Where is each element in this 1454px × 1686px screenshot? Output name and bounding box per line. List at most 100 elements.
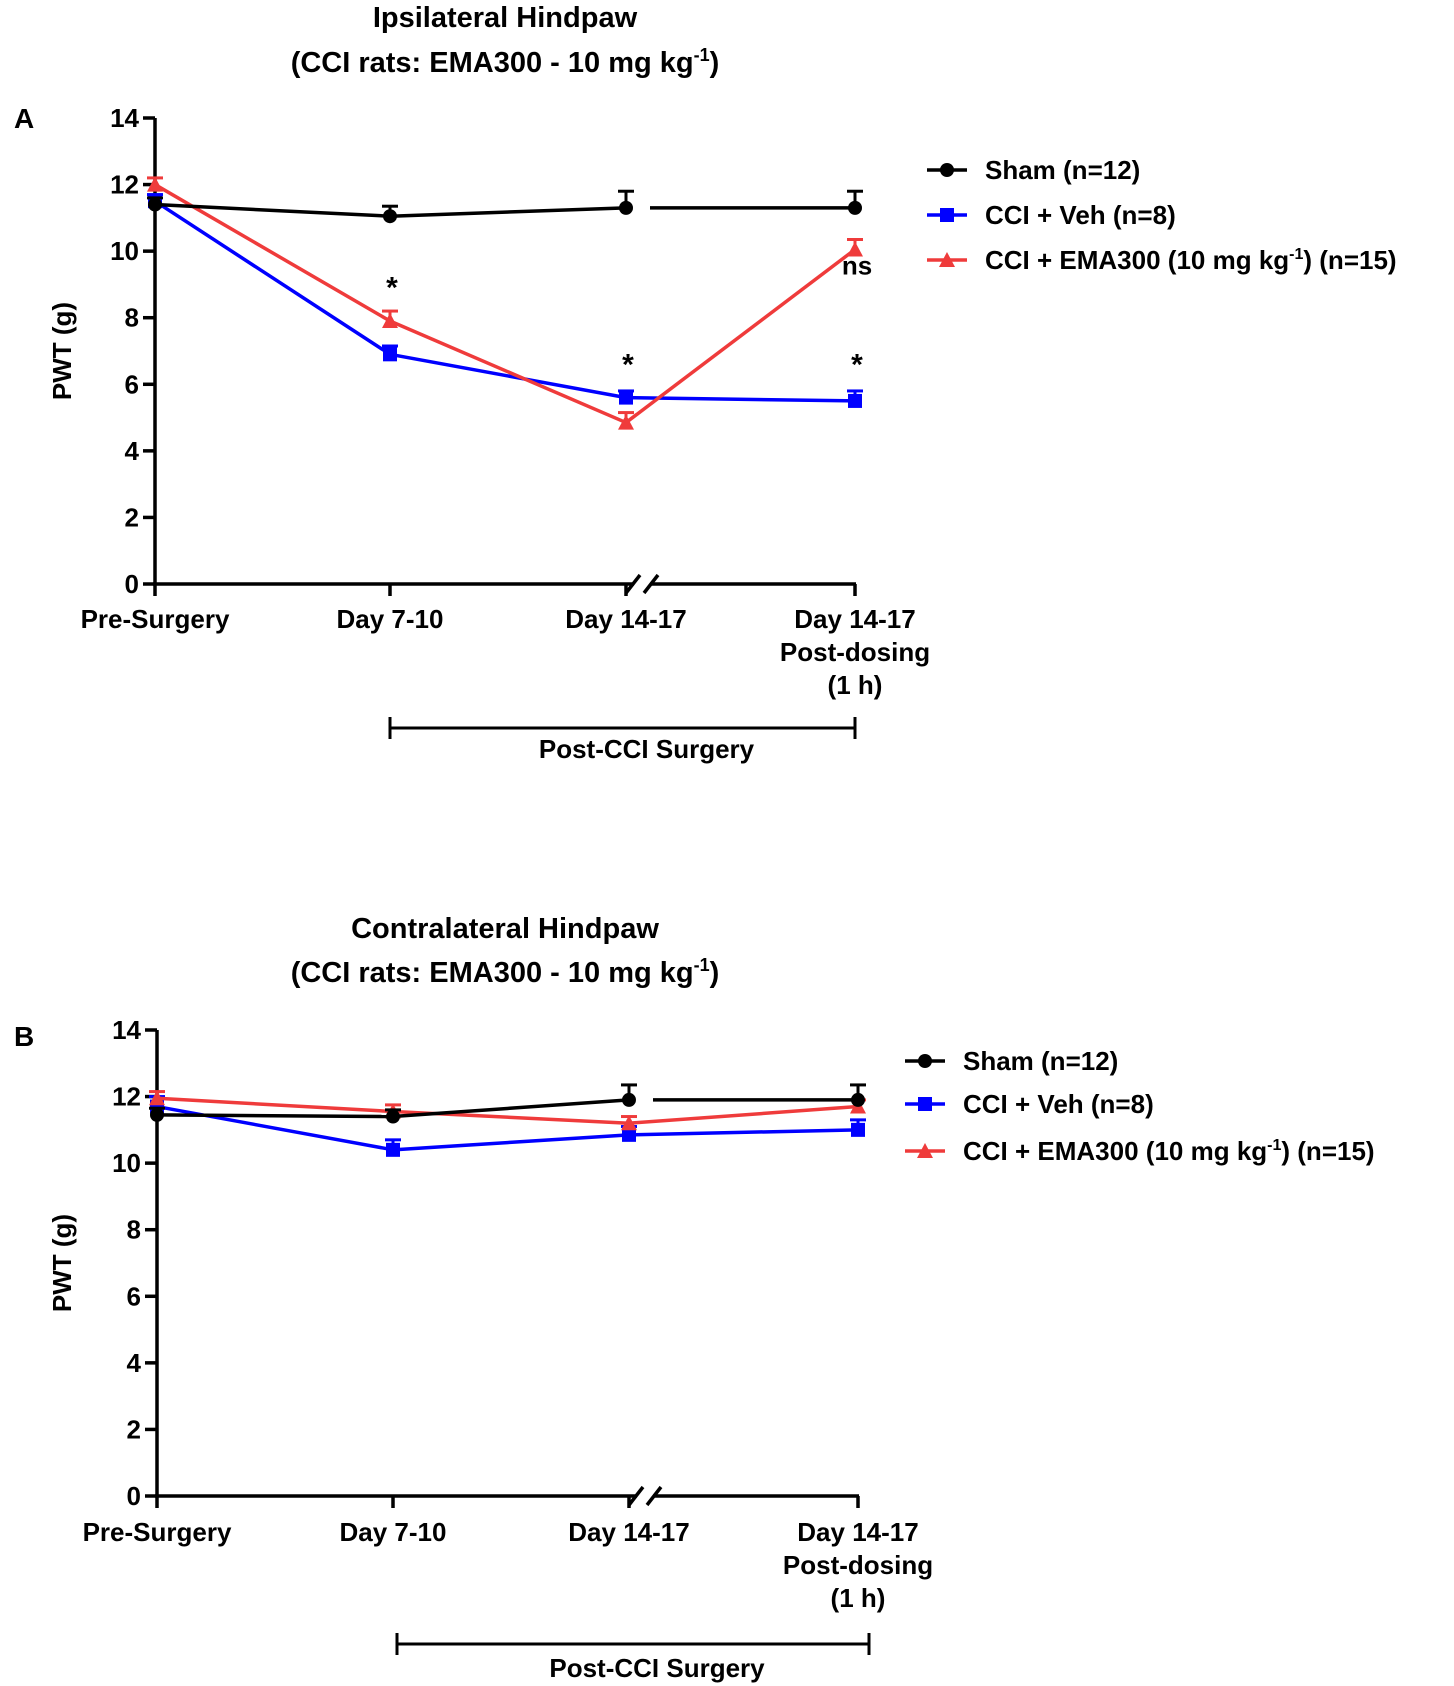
significance-annotation: *: [386, 272, 398, 305]
legend-entry-2: CCI + EMA300 (10 mg kg-1) (n=15): [927, 245, 1397, 275]
series-1: [149, 1095, 866, 1157]
data-point: [382, 313, 398, 329]
data-point: [622, 1127, 636, 1142]
chart-panel-b: B Contralateral Hindpaw (CCI rats: EMA300 …: [14, 913, 1375, 1683]
chart-title: Contralateral Hindpaw: [351, 913, 659, 945]
series-line-segment: [392, 1098, 630, 1119]
legend-entry-0: Sham (n=12): [927, 155, 1140, 185]
x-tick-label-line: Day 14-17: [568, 1517, 689, 1547]
series-line-segment: [156, 1104, 394, 1152]
legend-label: CCI + EMA300 (10 mg kg-1) (n=15): [985, 245, 1397, 275]
series-line-segment: [389, 206, 627, 218]
chart-title: Ipsilateral Hindpaw: [373, 2, 638, 34]
legend-entry-1: CCI + Veh (n=8): [927, 200, 1176, 230]
series-line-segment: [156, 1096, 394, 1114]
x-tick-label-line: Day 14-17: [797, 1517, 918, 1547]
y-tick-label: 14: [110, 103, 139, 133]
series-line-segment: [154, 199, 391, 356]
legend-label-tail: ) (n=15): [1281, 1136, 1374, 1166]
series-line-segment: [154, 202, 391, 218]
data-point: [383, 347, 397, 362]
data-point: [848, 200, 862, 215]
legend-label: Sham (n=12): [963, 1046, 1118, 1076]
x-tick-label-line: Post-dosing: [783, 1550, 933, 1580]
significance-annotation: *: [851, 348, 863, 381]
chart-subtitle-tail: ): [710, 957, 720, 989]
series-0: [149, 1083, 866, 1124]
legend-label-main: CCI + EMA300 (10 mg kg: [963, 1136, 1267, 1166]
axis-break-mark: [642, 573, 660, 595]
y-axis-label: PWT (g): [47, 1214, 77, 1312]
y-tick-label: 4: [127, 1348, 142, 1378]
chart-subtitle: (CCI rats: EMA300 - 10 mg kg-1): [291, 955, 720, 989]
data-point: [848, 393, 862, 408]
legend-marker: [939, 252, 955, 267]
legend-marker: [918, 1097, 932, 1111]
chart-subtitle-main: (CCI rats: EMA300 - 10 mg kg: [291, 957, 694, 989]
y-tick-label: 4: [125, 436, 140, 466]
chart-panel-a: A Ipsilateral Hindpaw (CCI rats: EMA300 - …: [14, 2, 1397, 764]
legend-label-tail: ) (n=15): [1303, 245, 1396, 275]
legend-marker: [918, 1054, 932, 1068]
y-tick-label: 14: [112, 1015, 141, 1045]
x-tick-label: Day 7-10: [337, 604, 444, 634]
data-point: [847, 241, 863, 257]
data-point: [619, 390, 633, 405]
legend-label: Sham (n=12): [985, 155, 1140, 185]
x-tick-label: Day 14-17 Post-dosing (1 h): [780, 604, 930, 700]
x-tick-label-line: Pre-Surgery: [81, 604, 230, 634]
data-point: [148, 197, 162, 212]
data-point: [150, 1107, 164, 1122]
x-tick-label-line: Pre-Surgery: [83, 1517, 232, 1547]
data-point: [619, 200, 633, 215]
series-line-segment: [392, 1133, 630, 1152]
y-tick-label: 0: [125, 569, 139, 599]
legend-entry-2: CCI + EMA300 (10 mg kg-1) (n=15): [905, 1136, 1375, 1166]
y-tick-label: 2: [125, 502, 139, 532]
x-tick-label: Day 7-10: [340, 1517, 447, 1547]
panel-label: B: [14, 1021, 34, 1052]
data-point: [618, 414, 634, 430]
data-point: [386, 1109, 400, 1124]
legend-label-superscript: -1: [1267, 1137, 1281, 1154]
y-tick-label: 2: [127, 1414, 141, 1444]
bracket-label: Post-CCI Surgery: [549, 1653, 765, 1683]
y-tick-label: 0: [127, 1481, 141, 1511]
significance-annotation: *: [622, 348, 634, 381]
legend-label: CCI + Veh (n=8): [963, 1089, 1154, 1119]
series-line-segment: [625, 395, 856, 403]
series-0: [147, 189, 863, 224]
x-tick-label-line: Day 7-10: [337, 604, 444, 634]
legend-label: CCI + Veh (n=8): [985, 200, 1176, 230]
data-point: [851, 1092, 865, 1107]
panel-label: A: [14, 103, 34, 134]
x-tick-label-line: Day 14-17: [565, 604, 686, 634]
y-tick-label: 12: [112, 1082, 141, 1112]
series-line-segment: [624, 248, 857, 424]
x-tick-label: Pre-Surgery: [83, 1517, 232, 1547]
x-tick-label-line: Post-dosing: [780, 637, 930, 667]
x-tick-label-line: (1 h): [828, 670, 883, 700]
series-line-segment: [156, 1113, 394, 1119]
series-1: [147, 193, 863, 408]
chart-subtitle: (CCI rats: EMA300 - 10 mg kg-1): [291, 45, 720, 79]
chart-subtitle-tail: ): [710, 47, 720, 79]
x-tick-label-line: (1 h): [831, 1583, 886, 1613]
legend-marker: [940, 163, 954, 177]
series-line-segment: [389, 352, 627, 400]
series-line-segment: [389, 319, 627, 425]
y-tick-label: 10: [110, 236, 139, 266]
axis-break-mark: [645, 1485, 663, 1507]
series-line-segment: [628, 1128, 859, 1137]
x-tick-label: Day 14-17: [565, 604, 686, 634]
legend-marker: [917, 1143, 933, 1158]
y-axis-label: PWT (g): [47, 302, 77, 400]
axis-break-mark: [624, 573, 642, 595]
x-tick-label: Day 14-17 Post-dosing (1 h): [783, 1517, 933, 1613]
data-point: [386, 1142, 400, 1157]
y-tick-label: 12: [110, 170, 139, 200]
data-point: [621, 1115, 637, 1131]
data-point: [149, 1090, 165, 1106]
x-tick-label-line: Day 14-17: [794, 604, 915, 634]
